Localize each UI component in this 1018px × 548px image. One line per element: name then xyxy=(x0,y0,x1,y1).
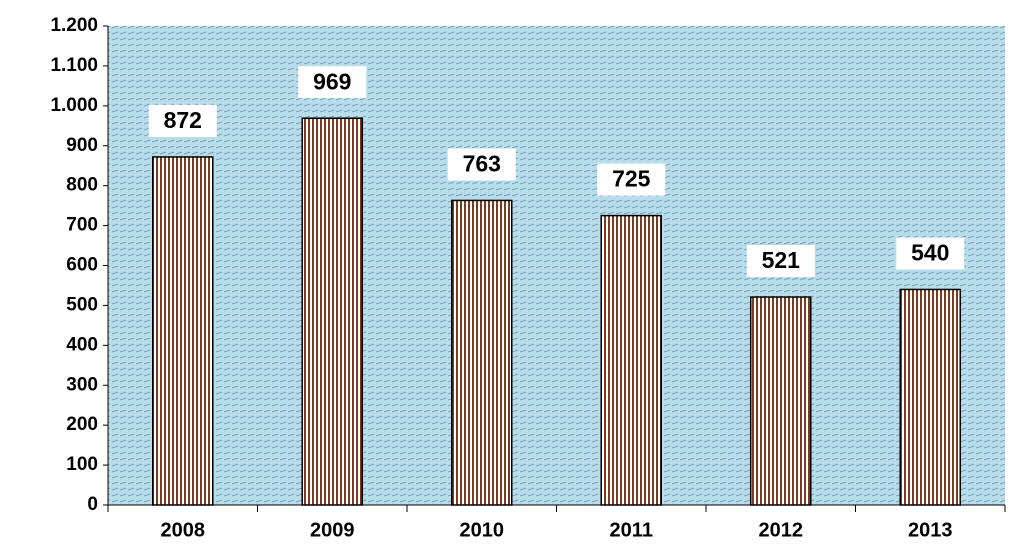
bar xyxy=(750,296,812,506)
value-label-box xyxy=(298,66,367,99)
plot-area xyxy=(108,26,1005,505)
value-label: 763 xyxy=(463,151,501,177)
y-tick-label: 900 xyxy=(66,135,98,156)
value-label-box xyxy=(148,104,217,137)
value-label: 725 xyxy=(612,166,651,192)
y-tick-label: 1.200 xyxy=(50,15,98,36)
y-tick-label: 0 xyxy=(87,494,98,515)
x-tick-label: 2008 xyxy=(161,519,206,541)
x-tick-label: 2013 xyxy=(908,519,953,541)
value-label-box xyxy=(447,148,516,181)
bar xyxy=(301,117,363,506)
y-tick-label: 1.000 xyxy=(50,95,98,116)
y-tick-label: 200 xyxy=(66,414,98,435)
x-tick-label: 2010 xyxy=(460,519,505,541)
value-label: 872 xyxy=(164,107,202,133)
y-tick-label: 100 xyxy=(66,454,98,475)
y-tick-label: 1.100 xyxy=(50,55,98,76)
value-label-box xyxy=(896,237,965,270)
value-label: 540 xyxy=(911,240,949,266)
bar xyxy=(899,288,961,506)
y-tick-label: 800 xyxy=(66,175,98,196)
bar xyxy=(600,214,662,506)
y-tick-label: 600 xyxy=(66,255,98,276)
y-tick-label: 300 xyxy=(66,374,98,395)
value-label: 969 xyxy=(313,68,351,94)
value-label: 521 xyxy=(762,247,801,273)
y-tick-label: 400 xyxy=(66,334,98,355)
y-tick-label: 500 xyxy=(66,294,98,315)
bar xyxy=(152,156,214,506)
y-tick-label: 700 xyxy=(66,215,98,236)
bar xyxy=(451,199,513,506)
x-tick-label: 2011 xyxy=(610,519,653,541)
x-tick-label: 2009 xyxy=(310,519,355,541)
value-label-box xyxy=(746,245,815,278)
x-tick-label: 2012 xyxy=(759,519,804,541)
value-label-box xyxy=(597,163,666,196)
